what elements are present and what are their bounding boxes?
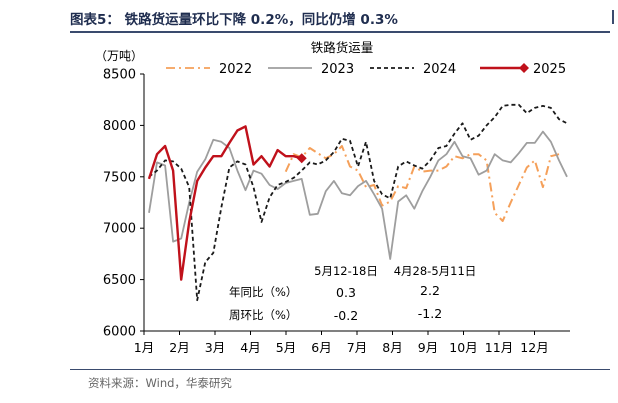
legend-label-2025: 2025 — [533, 62, 566, 77]
x-tick-label: 7月 — [347, 340, 367, 355]
annotation-row-value2: 2.2 — [420, 283, 440, 298]
x-tick-label: 1月 — [134, 340, 154, 355]
legend-label-2023: 2023 — [321, 62, 354, 77]
chart-title: 铁路货运量 — [311, 40, 374, 55]
series-line-2023 — [148, 130, 568, 260]
x-tick-label: 10月 — [449, 340, 477, 355]
x-tick-label: 4月 — [240, 340, 260, 355]
annotation-col2-header: 4月28-5月11日 — [394, 264, 477, 278]
x-tick-label: 11月 — [485, 340, 513, 355]
title-divider — [70, 31, 610, 33]
plot-area: 6000 6500 7000 7500 8000 8500 1月 2月 3月 4月 5月 6月 7月 8月… — [103, 62, 570, 355]
y-axis-unit-label: （万吨） — [95, 49, 143, 63]
series-line-2025 — [147, 125, 303, 281]
x-tick-label: 12月 — [520, 340, 548, 355]
x-tick-label: 6月 — [311, 340, 331, 355]
series-line-2024 — [148, 103, 568, 302]
annotation-row-value1: 0.3 — [336, 285, 356, 300]
x-tick-label: 5月 — [276, 340, 296, 355]
legend-label-2022: 2022 — [219, 62, 252, 77]
annotation-row-label: 周环比（%） — [229, 308, 297, 322]
legend-label-2024: 2024 — [423, 62, 456, 77]
annotation-row-value2: -1.2 — [418, 306, 442, 321]
y-tick-label: 7000 — [103, 222, 136, 237]
title-right-divider — [612, 10, 614, 24]
source-note: 资料来源：Wind，华泰研究 — [88, 376, 232, 390]
y-tick-label: 8500 — [103, 68, 136, 83]
x-tick-label: 8月 — [382, 340, 402, 355]
x-tick-label: 3月 — [205, 340, 225, 355]
y-tick-label: 6500 — [103, 273, 136, 288]
series-end-marker-2025 — [296, 153, 307, 164]
annotation-row-label: 年同比（%） — [229, 285, 297, 299]
y-tick-label: 7500 — [103, 170, 136, 185]
annotation-row-value1: -0.2 — [334, 308, 358, 323]
y-tick-label: 8000 — [103, 119, 136, 134]
series-line-2022 — [284, 145, 560, 222]
x-tick-label: 2月 — [169, 340, 189, 355]
legend-marker-2025 — [519, 63, 529, 73]
x-tick-label: 9月 — [418, 340, 438, 355]
annotation-col1-header: 5月12-18日 — [314, 264, 378, 278]
figure-title: 图表5： 铁路货运量环比下降 0.2%，同比仍增 0.3% — [70, 12, 398, 28]
y-tick-label: 6000 — [103, 325, 136, 340]
source-divider — [70, 369, 610, 370]
